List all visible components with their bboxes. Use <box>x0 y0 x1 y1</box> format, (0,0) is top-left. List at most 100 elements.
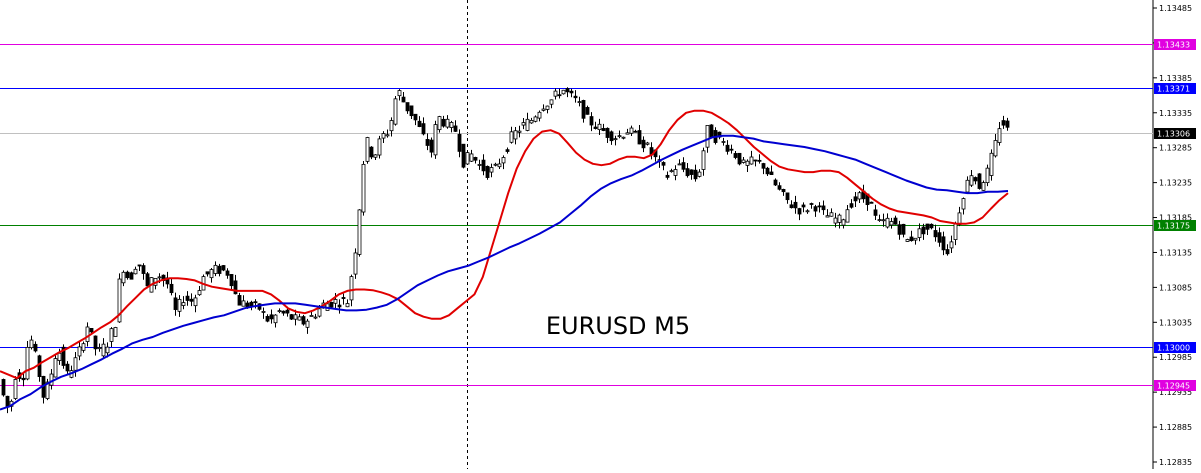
candle-body <box>305 320 310 328</box>
level-labels: 1.134331.133711.133061.131751.130001.129… <box>1154 39 1196 391</box>
candle-body <box>633 130 638 133</box>
candle-body <box>469 153 474 162</box>
candle-body <box>909 236 914 242</box>
candle-body <box>521 122 526 126</box>
candle-body <box>157 276 162 279</box>
candle-body <box>413 113 418 121</box>
candle-body <box>297 316 302 321</box>
candle-body <box>669 170 674 173</box>
candle-body <box>829 212 834 217</box>
candle-body <box>645 142 650 145</box>
candle-body <box>345 303 350 308</box>
candle-body <box>937 232 942 243</box>
candle-body <box>505 149 510 152</box>
candle-body <box>873 209 878 216</box>
candle-body <box>537 111 542 119</box>
candle-body <box>593 126 598 129</box>
candle-body <box>997 128 1002 143</box>
candle-body <box>13 379 18 399</box>
candle-body <box>757 159 762 162</box>
candle-body <box>869 201 874 204</box>
candle-body <box>361 163 366 213</box>
candle-body <box>437 116 442 131</box>
candle-body <box>193 297 198 307</box>
candle-body <box>81 343 86 351</box>
level-price-label: 1.13371 <box>1157 85 1190 94</box>
candle-body <box>265 316 270 322</box>
candle-body <box>589 116 594 126</box>
candle-body <box>185 295 190 301</box>
candle-body <box>45 381 50 399</box>
level-price-badge <box>1154 220 1196 231</box>
candle-body <box>529 120 534 124</box>
candle-body <box>789 204 794 209</box>
candle-body <box>405 102 410 112</box>
candle-body <box>253 301 258 304</box>
candle-body <box>733 153 738 158</box>
level-price-label: 1.13175 <box>1157 222 1190 231</box>
candle-body <box>781 188 786 193</box>
candle-body <box>489 167 494 173</box>
candle-body <box>925 223 930 230</box>
candle-body <box>749 156 754 165</box>
candle-body <box>637 130 642 145</box>
candle-body <box>973 177 978 182</box>
candle-body <box>389 120 394 132</box>
candle-body <box>369 146 374 158</box>
candle-body <box>421 123 426 135</box>
candle-body <box>5 395 10 408</box>
candle-body <box>261 311 266 313</box>
candle-body <box>441 118 446 127</box>
candle-body <box>853 196 858 202</box>
candlesticks <box>1 87 1010 414</box>
candle-body <box>313 316 318 319</box>
candle-body <box>329 301 334 308</box>
candle-body <box>1001 120 1006 126</box>
candle-body <box>89 328 94 333</box>
candle-body <box>689 169 694 175</box>
candle-body <box>461 143 466 168</box>
candle-body <box>941 236 946 251</box>
candle-body <box>409 105 414 117</box>
candle-body <box>433 124 438 156</box>
candle-body <box>801 204 806 208</box>
candle-body <box>577 101 582 104</box>
candle-body <box>97 347 102 350</box>
candle-body <box>817 205 822 208</box>
candle-body <box>145 273 150 287</box>
candle-body <box>961 198 966 210</box>
candle-body <box>797 208 802 215</box>
candle-body <box>921 226 926 235</box>
candle-body <box>917 228 922 238</box>
candle-body <box>457 133 462 152</box>
candle-body <box>965 179 970 193</box>
candle-body <box>249 301 254 307</box>
price-tick-label: 1.13135 <box>1159 248 1192 257</box>
candle-body <box>833 217 838 224</box>
candle-body <box>357 209 362 255</box>
candle-body <box>61 346 66 366</box>
level-price-label: 1.13433 <box>1157 41 1190 50</box>
candle-body <box>105 346 110 354</box>
candle-body <box>237 295 242 306</box>
candle-body <box>769 171 774 175</box>
price-tick-label: 1.13235 <box>1159 179 1192 188</box>
candle-body <box>741 159 746 163</box>
candle-body <box>641 139 646 149</box>
candle-body <box>213 264 218 274</box>
candle-body <box>561 89 566 95</box>
candle-body <box>285 309 290 314</box>
candle-body <box>129 272 134 280</box>
level-price-label: 1.12945 <box>1157 382 1190 391</box>
candle-body <box>337 304 342 308</box>
candle-body <box>417 120 422 127</box>
candle-body <box>993 140 998 157</box>
candle-body <box>29 339 34 349</box>
candle-body <box>189 298 194 302</box>
chart-title: EURUSD M5 <box>546 312 690 340</box>
price-tick-label: 1.12985 <box>1159 353 1192 362</box>
candle-body <box>885 217 890 228</box>
candle-body <box>661 162 666 166</box>
candle-body <box>629 127 634 134</box>
